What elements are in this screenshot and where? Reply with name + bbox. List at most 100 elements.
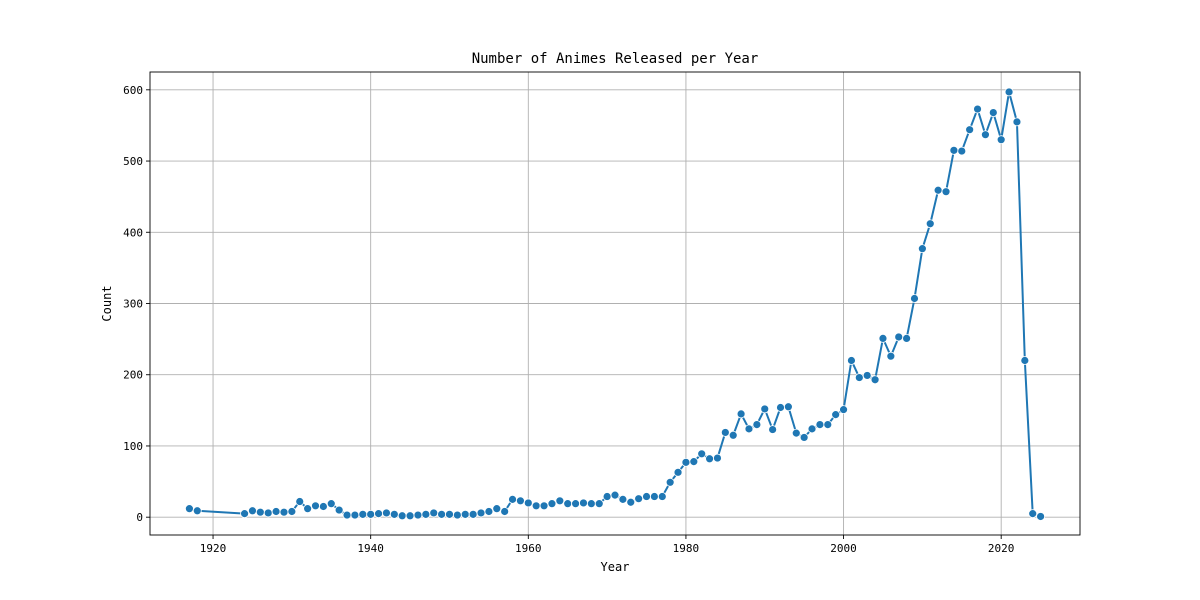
data-point <box>728 430 738 440</box>
data-point <box>563 499 573 509</box>
data-point <box>500 507 510 516</box>
data-point <box>263 508 273 518</box>
data-point <box>468 509 478 519</box>
data-point <box>531 501 541 511</box>
data-point <box>736 409 746 419</box>
data-point <box>815 420 825 429</box>
y-tick-label: 300 <box>123 298 143 311</box>
y-tick-label: 500 <box>123 155 143 168</box>
data-point <box>634 494 644 504</box>
data-point <box>862 371 872 380</box>
data-point <box>421 509 431 519</box>
data-point <box>713 453 722 463</box>
data-point <box>492 504 502 514</box>
data-point <box>642 492 651 501</box>
data-point <box>760 404 770 414</box>
data-point <box>1036 512 1045 521</box>
data-point <box>902 334 912 343</box>
data-point <box>996 135 1006 145</box>
data-point <box>413 510 423 520</box>
data-point <box>626 497 636 507</box>
y-axis-label: Count <box>100 285 114 321</box>
data-point <box>854 373 864 382</box>
data-point <box>279 507 289 517</box>
data-point <box>476 508 486 518</box>
data-point <box>555 496 565 506</box>
data-point <box>334 505 344 515</box>
data-point <box>665 477 675 487</box>
data-point <box>776 403 785 412</box>
data-point <box>839 405 848 415</box>
data-point <box>618 494 628 504</box>
data-point <box>185 504 194 514</box>
data-point <box>949 145 959 155</box>
x-tick-label: 1980 <box>673 542 700 555</box>
data-point <box>342 510 352 520</box>
data-series <box>185 87 1045 521</box>
data-point <box>933 185 943 195</box>
x-tick-label: 1940 <box>357 542 384 555</box>
x-tick-label: 1960 <box>515 542 542 555</box>
data-point <box>539 501 549 511</box>
data-point <box>752 420 762 429</box>
data-point <box>807 424 817 434</box>
data-point <box>452 510 462 520</box>
data-point <box>248 506 257 516</box>
data-point <box>303 504 313 514</box>
data-point <box>295 497 305 506</box>
gridlines <box>150 72 1080 535</box>
data-point <box>192 506 202 516</box>
data-point <box>697 449 707 459</box>
y-tick-label: 200 <box>123 369 143 382</box>
data-point <box>358 509 368 519</box>
data-point <box>957 146 967 156</box>
data-point <box>255 507 265 517</box>
data-point <box>571 499 580 509</box>
data-point <box>878 334 888 343</box>
y-tick-label: 0 <box>136 511 143 524</box>
axis-ticks: 1920 1940 1960 1980 2000 2020 0 100 200 300 400 500… <box>123 84 1014 555</box>
data-point <box>681 457 691 467</box>
data-point <box>318 502 328 511</box>
data-point <box>1012 117 1022 127</box>
data-point <box>287 507 297 516</box>
data-point <box>1004 87 1014 97</box>
data-point <box>831 410 841 420</box>
data-point <box>894 332 904 342</box>
data-point <box>366 509 376 519</box>
data-point <box>705 454 714 464</box>
x-tick-label: 2020 <box>988 542 1015 555</box>
data-point <box>910 294 919 303</box>
y-tick-label: 600 <box>123 84 143 97</box>
data-point <box>579 498 588 508</box>
data-point <box>657 492 667 501</box>
data-point <box>547 499 557 509</box>
data-point <box>429 508 439 518</box>
data-point <box>870 375 880 385</box>
data-point <box>925 219 935 229</box>
data-point <box>586 499 596 509</box>
data-point <box>799 433 809 442</box>
data-point <box>602 492 612 501</box>
data-point <box>744 424 754 434</box>
data-point <box>783 402 793 412</box>
data-point <box>382 508 391 518</box>
data-point <box>389 509 399 519</box>
data-point <box>981 130 990 140</box>
data-point <box>326 499 336 509</box>
data-point <box>1020 356 1030 365</box>
chart-title: Number of Animes Released per Year <box>472 51 759 67</box>
data-point <box>594 499 604 509</box>
data-point <box>823 420 833 429</box>
data-point <box>271 507 281 516</box>
y-tick-label: 400 <box>123 226 143 239</box>
data-point <box>973 104 982 114</box>
x-axis-label: Year <box>601 560 630 574</box>
data-point <box>988 108 998 118</box>
data-point <box>484 507 494 516</box>
data-point <box>673 467 683 477</box>
x-tick-label: 1920 <box>200 542 227 555</box>
data-point <box>240 509 249 519</box>
data-point <box>917 244 927 254</box>
